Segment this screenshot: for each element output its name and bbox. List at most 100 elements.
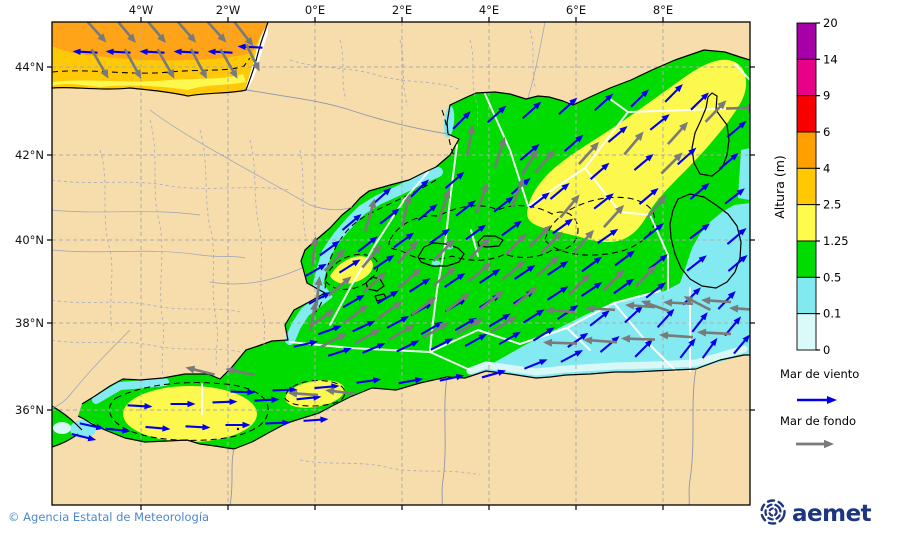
wind-arrow <box>333 325 342 332</box>
arrow-legend: Mar de viento Mar de fondo <box>780 367 859 449</box>
lon-label: 2°E <box>392 3 412 17</box>
swell-arrow <box>673 152 683 162</box>
wind-arrow <box>352 321 372 333</box>
swell-arrow <box>217 33 227 43</box>
wind-arrow <box>479 270 497 284</box>
wind-arrow <box>405 232 415 240</box>
wind-arrow <box>467 200 476 208</box>
swell-arrow <box>309 306 316 331</box>
swell-arrow <box>442 188 451 199</box>
wind-arrow <box>686 257 704 272</box>
wind-arrow <box>701 341 716 359</box>
lon-label: 2°W <box>216 3 240 17</box>
swell-arrow <box>230 368 255 377</box>
colorbar-segment <box>796 167 817 206</box>
wind-arrow <box>688 147 697 156</box>
swell-arrow <box>376 271 387 281</box>
wind-arrow <box>338 261 358 274</box>
swell-arrow <box>679 121 689 132</box>
sea-pale-strait <box>53 422 71 434</box>
wind-arrow <box>408 279 428 293</box>
swell-arrow <box>663 298 673 307</box>
wind-arrow <box>303 418 324 422</box>
wind-arrow <box>396 341 416 353</box>
swell-arrow <box>465 129 474 156</box>
swell-arrow <box>646 197 665 219</box>
swell-arrow <box>362 274 384 294</box>
swell-arrow <box>590 307 616 312</box>
swell-arrow <box>467 264 489 283</box>
wind-arrow <box>718 155 736 170</box>
wind-arrow <box>644 339 653 348</box>
wind-arrow <box>362 344 382 354</box>
sea-cyan-east-corsica <box>738 148 750 200</box>
swell-arrow <box>468 240 488 260</box>
swell-arrow <box>630 304 656 309</box>
wind-arrow <box>634 341 651 358</box>
swell-arrow <box>146 22 164 40</box>
wind-arrow <box>72 48 81 55</box>
swell-arrow <box>310 236 319 246</box>
wind-arrow <box>357 238 375 253</box>
wind-arrow <box>739 254 748 263</box>
colorbar-level-label: 9 <box>823 89 830 103</box>
wind-arrow <box>742 334 750 343</box>
island-mallorca <box>417 242 465 267</box>
swell-arrow <box>647 265 657 275</box>
wind-arrow <box>144 403 153 410</box>
wind-arrow <box>666 308 675 317</box>
wind-arrow <box>501 222 519 237</box>
swell-arrow <box>86 22 104 40</box>
wind-arrow <box>455 373 465 381</box>
swell-arrow <box>445 295 467 313</box>
swell-arrow <box>185 365 196 374</box>
wind-arrow <box>410 181 427 198</box>
wind-arrow <box>79 422 100 429</box>
wind-arrow <box>144 50 165 54</box>
swell-arrow <box>325 387 335 396</box>
wind-arrow <box>430 339 450 351</box>
swell-arrow <box>426 297 437 306</box>
wind-arrow <box>265 421 286 425</box>
swell-arrow <box>645 301 670 313</box>
wind-arrow <box>727 291 736 299</box>
wind-arrow <box>369 236 378 244</box>
sea-cyan-spanish-coast-band <box>285 167 443 345</box>
swell-arrow <box>602 272 622 292</box>
wind-arrow <box>567 334 585 349</box>
swell-arrow <box>337 332 348 341</box>
swell-arrow <box>293 392 319 397</box>
swell-arrow <box>585 229 595 240</box>
wind-arrow <box>393 234 411 249</box>
sea-yellow-alboran <box>123 386 257 442</box>
swell-arrow <box>501 262 523 281</box>
wind-arrow <box>417 206 435 221</box>
wind-arrow <box>127 404 148 408</box>
wind-arrow <box>366 320 376 327</box>
wind-arrow <box>625 278 635 286</box>
wind-arrow <box>373 256 391 270</box>
lon-label: 4°E <box>479 3 499 17</box>
wind-arrow <box>327 348 348 357</box>
wind-arrow <box>564 218 574 226</box>
swell-arrow <box>323 252 343 272</box>
wind-arrow <box>498 333 518 346</box>
swell-arrow <box>697 328 707 337</box>
swell-arrow <box>288 389 298 398</box>
wind-arrow <box>145 425 166 430</box>
map-frame <box>51 21 751 506</box>
wind-arrow <box>282 419 291 427</box>
wind-arrow <box>202 424 211 431</box>
wind-arrow <box>594 96 611 112</box>
wind-arrow <box>187 400 196 408</box>
swell-arrow <box>528 286 538 296</box>
wind-arrow <box>532 329 552 342</box>
wind-arrow <box>611 335 620 344</box>
wind-arrow <box>373 377 382 384</box>
wind-arrow <box>655 223 664 231</box>
wind-arrow <box>493 198 511 213</box>
swell-arrow <box>664 333 694 339</box>
wind-arrow <box>650 187 659 196</box>
